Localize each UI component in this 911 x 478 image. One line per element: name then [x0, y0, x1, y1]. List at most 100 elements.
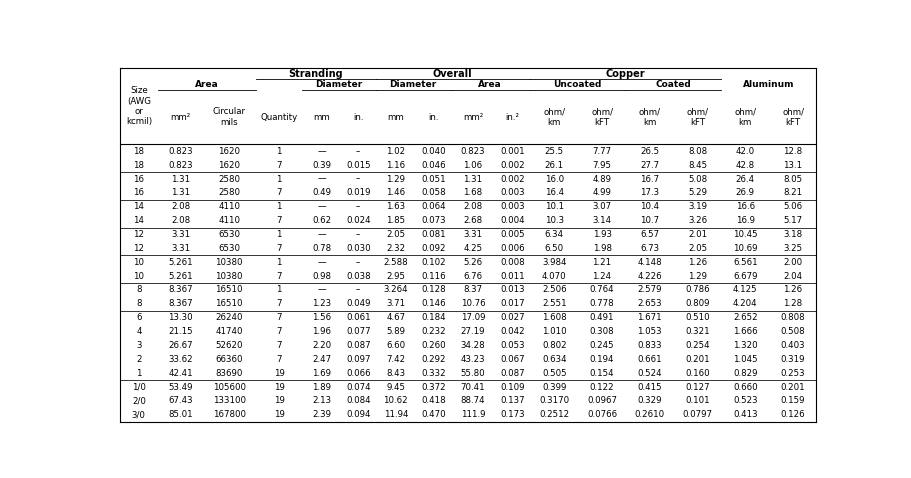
Text: 1.46: 1.46: [386, 188, 405, 197]
Text: 8.37: 8.37: [464, 285, 483, 294]
Text: 0.232: 0.232: [421, 327, 445, 336]
Text: —: —: [317, 258, 326, 267]
Text: 5.17: 5.17: [783, 216, 803, 225]
Text: Overall: Overall: [433, 69, 473, 79]
Text: 2.653: 2.653: [638, 299, 662, 308]
Text: 0.004: 0.004: [500, 216, 525, 225]
Text: 4.070: 4.070: [542, 272, 567, 281]
Text: 8.05: 8.05: [783, 174, 803, 184]
Text: 0.809: 0.809: [685, 299, 710, 308]
Text: 7: 7: [276, 313, 281, 322]
Text: 7.77: 7.77: [592, 147, 611, 156]
Text: Area: Area: [478, 80, 502, 89]
Text: 7: 7: [276, 272, 281, 281]
Text: 0.808: 0.808: [781, 313, 805, 322]
Text: 85.01: 85.01: [169, 410, 193, 419]
Text: 0.510: 0.510: [685, 313, 710, 322]
Text: ohm/
kFT: ohm/ kFT: [687, 108, 709, 127]
Text: 1.06: 1.06: [464, 161, 483, 170]
Text: 25.5: 25.5: [545, 147, 564, 156]
Text: 6.679: 6.679: [733, 272, 758, 281]
Text: 16.4: 16.4: [545, 188, 564, 197]
Text: –: –: [356, 285, 361, 294]
Text: 10.3: 10.3: [545, 216, 564, 225]
Text: 1.89: 1.89: [312, 382, 332, 391]
Text: 7: 7: [276, 161, 281, 170]
Text: 0.823: 0.823: [169, 161, 193, 170]
Text: 0.823: 0.823: [461, 147, 486, 156]
Text: 0.051: 0.051: [421, 174, 445, 184]
Text: 42.41: 42.41: [169, 369, 193, 378]
Text: 0.415: 0.415: [638, 382, 662, 391]
Text: 2.579: 2.579: [638, 285, 662, 294]
Text: 5.08: 5.08: [688, 174, 707, 184]
Text: 41740: 41740: [216, 327, 243, 336]
Text: 0.661: 0.661: [638, 355, 662, 364]
Text: Stranding: Stranding: [288, 69, 343, 79]
Text: 16.9: 16.9: [736, 216, 754, 225]
Text: 0.024: 0.024: [346, 216, 371, 225]
Text: Uncoated: Uncoated: [554, 80, 602, 89]
Text: 105600: 105600: [213, 382, 246, 391]
Text: 0.066: 0.066: [346, 369, 371, 378]
Text: 2.13: 2.13: [312, 396, 332, 405]
Text: 0.109: 0.109: [500, 382, 525, 391]
Text: 10.69: 10.69: [733, 244, 758, 253]
Text: 2.01: 2.01: [688, 230, 707, 239]
Text: 19: 19: [273, 396, 284, 405]
Text: 4.148: 4.148: [638, 258, 662, 267]
Text: 34.28: 34.28: [461, 341, 486, 350]
Text: 0.011: 0.011: [500, 272, 525, 281]
Text: 0.491: 0.491: [589, 313, 614, 322]
Text: 14: 14: [133, 216, 144, 225]
Text: 17.3: 17.3: [640, 188, 660, 197]
Text: 4.99: 4.99: [592, 188, 611, 197]
Text: 0.027: 0.027: [500, 313, 525, 322]
Text: 1.010: 1.010: [542, 327, 567, 336]
Text: 0.005: 0.005: [500, 230, 525, 239]
Text: 3.71: 3.71: [386, 299, 405, 308]
Text: 6.561: 6.561: [733, 258, 758, 267]
Text: 7: 7: [276, 216, 281, 225]
Text: 3.19: 3.19: [688, 202, 707, 211]
Text: 0.778: 0.778: [589, 299, 614, 308]
Text: 0.160: 0.160: [685, 369, 710, 378]
Text: 0.372: 0.372: [421, 382, 445, 391]
Text: 0.764: 0.764: [589, 285, 614, 294]
Text: 27.7: 27.7: [640, 161, 660, 170]
Text: 13.30: 13.30: [169, 313, 193, 322]
Text: 26.5: 26.5: [640, 147, 660, 156]
Text: ohm/
kFT: ohm/ kFT: [591, 108, 613, 127]
Text: 0.802: 0.802: [542, 341, 567, 350]
Text: 0.2512: 0.2512: [539, 410, 569, 419]
Text: ohm/
km: ohm/ km: [734, 108, 756, 127]
Text: 19: 19: [273, 382, 284, 391]
Text: 3.26: 3.26: [688, 216, 707, 225]
Text: 2.39: 2.39: [312, 410, 332, 419]
Text: 0.329: 0.329: [638, 396, 662, 405]
Text: 26.9: 26.9: [736, 188, 754, 197]
Text: 83690: 83690: [216, 369, 243, 378]
Text: 1.56: 1.56: [312, 313, 332, 322]
Text: 16: 16: [133, 174, 144, 184]
Text: Area: Area: [195, 80, 219, 89]
Text: 2.32: 2.32: [386, 244, 405, 253]
Text: 0.159: 0.159: [781, 396, 805, 405]
Text: 42.8: 42.8: [736, 161, 755, 170]
Text: 16.6: 16.6: [736, 202, 755, 211]
Text: 53.49: 53.49: [169, 382, 193, 391]
Text: 0.470: 0.470: [421, 410, 445, 419]
Text: 2/0: 2/0: [132, 396, 146, 405]
Text: 2.506: 2.506: [542, 285, 567, 294]
Text: 2.95: 2.95: [386, 272, 405, 281]
Text: 8.367: 8.367: [169, 285, 193, 294]
Text: 0.62: 0.62: [312, 216, 332, 225]
Text: 26.67: 26.67: [169, 341, 193, 350]
Text: 1620: 1620: [219, 161, 241, 170]
Text: 4.125: 4.125: [733, 285, 758, 294]
Text: 0.087: 0.087: [346, 341, 371, 350]
Text: 0.253: 0.253: [781, 369, 805, 378]
Text: —: —: [317, 230, 326, 239]
Text: 6.50: 6.50: [545, 244, 564, 253]
Text: 8.08: 8.08: [688, 147, 707, 156]
